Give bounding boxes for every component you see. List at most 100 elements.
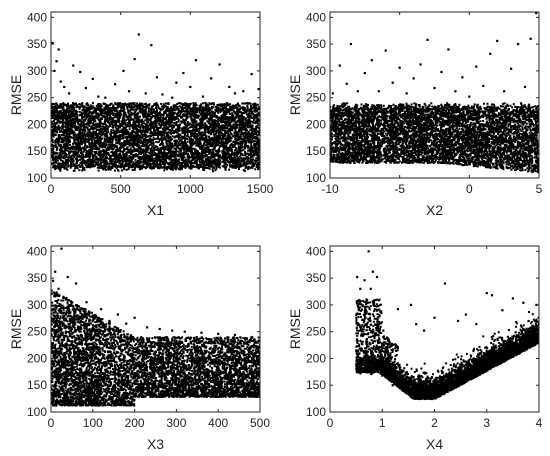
data-point bbox=[380, 310, 383, 313]
data-point bbox=[415, 323, 418, 326]
y-tick-label: 150 bbox=[27, 378, 47, 392]
data-point bbox=[63, 85, 66, 89]
data-point bbox=[100, 308, 103, 311]
data-point bbox=[91, 314, 94, 317]
data-point bbox=[74, 282, 78, 285]
data-point bbox=[510, 67, 513, 70]
y-tick-label: 250 bbox=[306, 91, 326, 105]
data-point bbox=[51, 41, 54, 45]
y-tick-label: 200 bbox=[27, 117, 47, 131]
scatter-points bbox=[330, 12, 539, 174]
data-point bbox=[438, 384, 441, 387]
data-point bbox=[370, 368, 373, 371]
data-point bbox=[104, 96, 107, 99]
data-point bbox=[356, 90, 359, 93]
data-point bbox=[168, 144, 171, 147]
data-point bbox=[233, 92, 237, 95]
data-point bbox=[133, 58, 136, 61]
data-point bbox=[74, 384, 78, 387]
x-tick-label: -10 bbox=[321, 182, 339, 196]
data-point bbox=[440, 70, 443, 74]
point-cloud bbox=[330, 102, 539, 174]
data-point bbox=[150, 44, 153, 47]
data-point bbox=[398, 128, 401, 131]
data-point bbox=[126, 142, 129, 145]
data-point bbox=[238, 370, 241, 373]
data-point bbox=[527, 319, 530, 323]
point-cloud bbox=[51, 289, 260, 407]
y-tick-label: 100 bbox=[306, 405, 326, 419]
data-point bbox=[426, 38, 429, 41]
data-point bbox=[122, 69, 125, 73]
data-point bbox=[133, 389, 136, 392]
y-axis-label: RMSE bbox=[8, 309, 24, 349]
y-tick-label: 300 bbox=[27, 298, 47, 312]
data-point bbox=[79, 310, 82, 313]
data-point bbox=[426, 144, 429, 147]
y-tick-label: 300 bbox=[27, 64, 47, 78]
data-point bbox=[464, 313, 467, 316]
x-tick-label: 100 bbox=[83, 416, 103, 430]
y-tick-label: 200 bbox=[306, 117, 326, 131]
y-tick-label: 300 bbox=[306, 64, 326, 78]
subplot-1: 100 150 200 250 300 350 400 0 500 1000 1500 X1 RMSE bbox=[8, 10, 274, 218]
x-tick-label: 1500 bbox=[247, 182, 274, 196]
data-point bbox=[171, 96, 174, 99]
data-point bbox=[363, 71, 366, 75]
data-point bbox=[468, 95, 471, 98]
data-point bbox=[97, 95, 100, 98]
y-tick-label: 100 bbox=[27, 405, 47, 419]
data-point bbox=[233, 333, 237, 336]
x-tick-label: 500 bbox=[111, 182, 131, 196]
x-tick-label: 300 bbox=[166, 416, 186, 430]
point-cloud bbox=[51, 102, 260, 173]
data-point bbox=[349, 43, 352, 46]
data-point bbox=[375, 275, 379, 279]
x-tick-label: 0 bbox=[327, 416, 334, 430]
data-point bbox=[501, 309, 504, 312]
scatter-points bbox=[51, 247, 260, 407]
data-point bbox=[456, 319, 460, 323]
data-point bbox=[422, 393, 426, 396]
data-point bbox=[79, 70, 82, 74]
data-point bbox=[257, 88, 260, 91]
y-tick-label: 150 bbox=[306, 144, 326, 158]
y-tick-label: 400 bbox=[306, 244, 326, 258]
data-point bbox=[72, 64, 75, 67]
data-point bbox=[407, 392, 410, 395]
data-point bbox=[125, 322, 128, 325]
y-tick-label: 250 bbox=[27, 325, 47, 339]
x-tick-label: 1000 bbox=[177, 182, 204, 196]
x-tick-label: 200 bbox=[125, 416, 145, 430]
x-tick-label: 4 bbox=[536, 416, 543, 430]
axes-frame bbox=[329, 11, 540, 179]
data-point bbox=[155, 76, 158, 79]
y-tick-label: 150 bbox=[306, 378, 326, 392]
data-point bbox=[511, 350, 514, 354]
data-point bbox=[382, 329, 385, 332]
y-tick-label: 400 bbox=[27, 244, 47, 258]
data-point bbox=[63, 109, 67, 113]
data-point bbox=[345, 82, 348, 85]
y-tick-label: 200 bbox=[306, 351, 326, 365]
data-point bbox=[370, 59, 373, 62]
data-point bbox=[183, 330, 186, 333]
y-tick-label: 350 bbox=[27, 271, 47, 285]
axes-frame bbox=[50, 245, 261, 413]
data-point bbox=[228, 85, 231, 89]
data-point bbox=[144, 92, 147, 95]
x-axis-label: X1 bbox=[147, 202, 164, 218]
data-point bbox=[363, 279, 366, 282]
data-point bbox=[461, 76, 464, 79]
data-point bbox=[53, 69, 56, 73]
data-point bbox=[194, 59, 198, 62]
data-point bbox=[105, 134, 108, 137]
data-point bbox=[522, 301, 525, 304]
data-point bbox=[217, 152, 220, 156]
data-point bbox=[66, 275, 69, 279]
x-tick-label: 0 bbox=[466, 182, 473, 196]
data-point bbox=[71, 304, 74, 308]
data-point bbox=[54, 270, 57, 273]
data-point bbox=[60, 247, 63, 250]
data-point bbox=[189, 136, 192, 139]
